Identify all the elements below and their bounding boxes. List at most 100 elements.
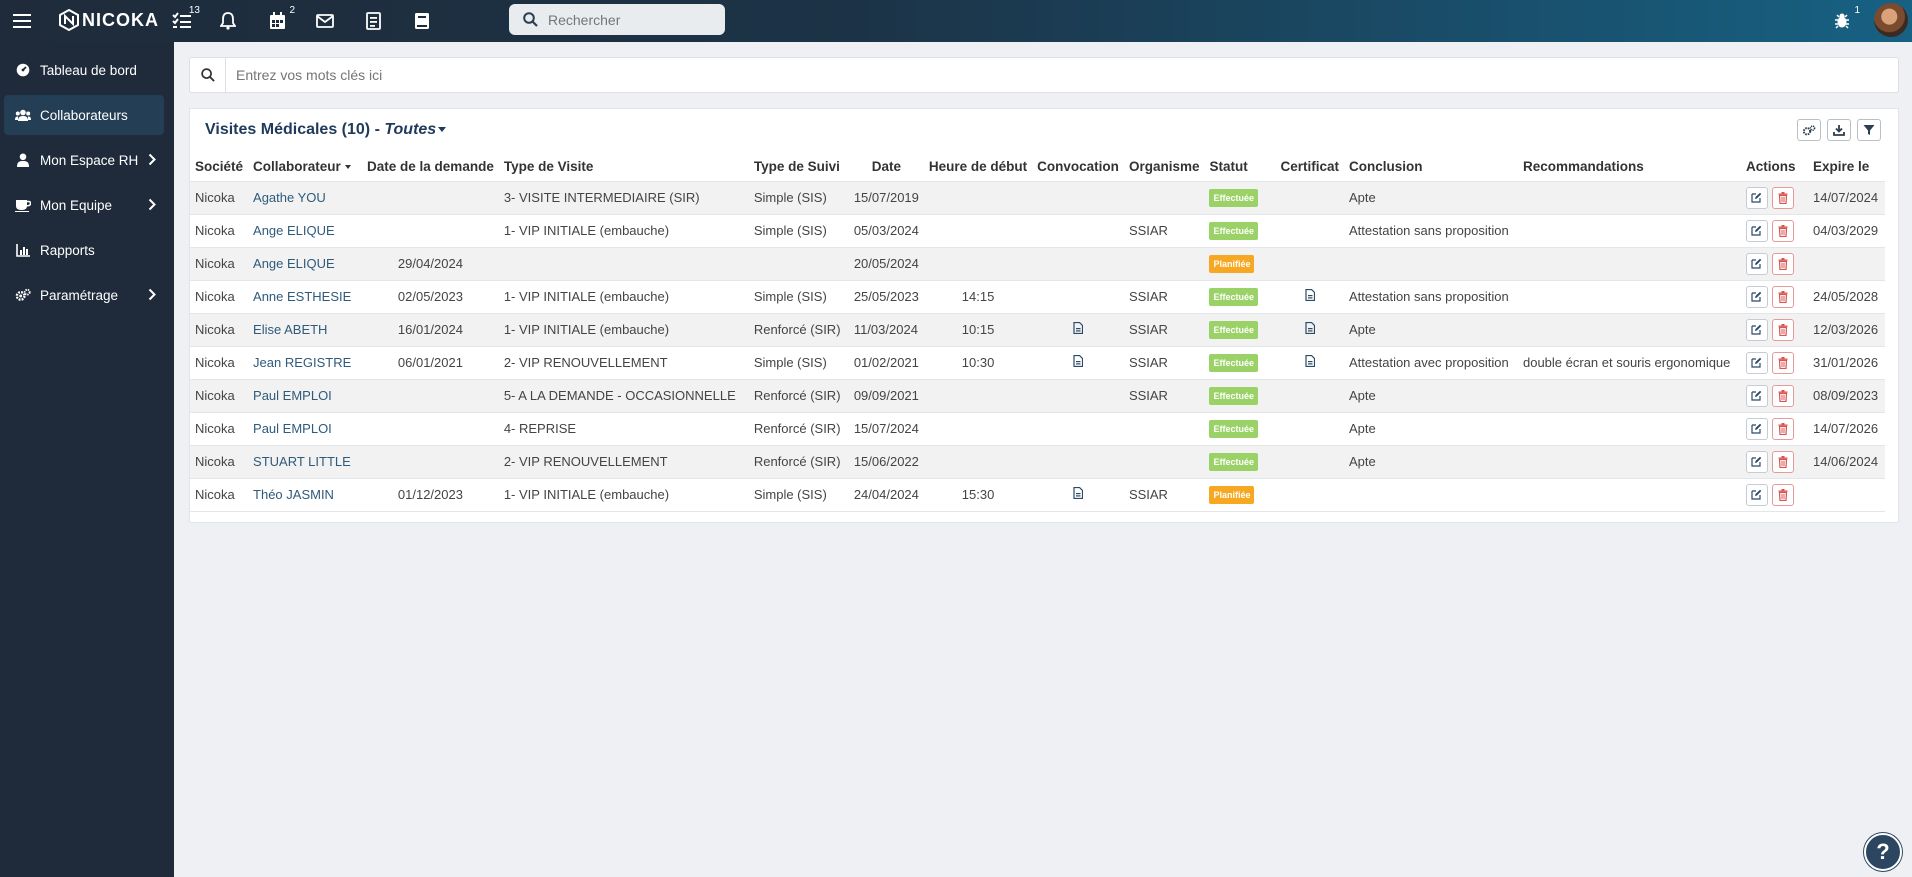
table-row[interactable]: Nicoka Agathe YOU 3- VISITE INTERMEDIAIRE …	[190, 180, 1885, 214]
edit-button[interactable]	[1745, 186, 1768, 209]
cell-collaborateur[interactable]: STUART LITTLE	[248, 444, 363, 478]
table-row[interactable]: Nicoka STUART LITTLE 2- VIP RENOUVELLEMENT…	[190, 444, 1885, 478]
sidebar-item-dashboard[interactable]: Tableau de bord	[4, 50, 164, 90]
document-icon[interactable]	[1305, 355, 1315, 367]
delete-button[interactable]	[1771, 318, 1794, 341]
edit-button[interactable]	[1745, 252, 1768, 275]
table-row[interactable]: Nicoka Elise ABETH 16/01/2024 1- VIP INITIA…	[190, 312, 1885, 346]
trash-icon	[1778, 191, 1788, 204]
contacts-icon[interactable]	[362, 9, 386, 33]
table-row[interactable]: Nicoka Paul EMPLOI 4- REPRISE Renforcé (SIR…	[190, 411, 1885, 445]
brand-logo[interactable]: NICOKA	[58, 9, 159, 31]
document-icon[interactable]	[1073, 355, 1084, 367]
filter-button[interactable]	[1857, 119, 1881, 141]
mail-icon[interactable]	[313, 9, 337, 33]
cell-date-demande: 02/05/2023	[362, 279, 499, 313]
menu-icon[interactable]	[10, 9, 34, 33]
sidebar-item-mon-equipe[interactable]: Mon Equipe	[4, 185, 164, 225]
col-conclusion[interactable]: Conclusion	[1348, 158, 1423, 174]
cell-collaborateur[interactable]: Anne ESTHESIE	[248, 279, 363, 313]
brand-name: NICOKA	[82, 9, 159, 30]
filter-dropdown[interactable]: Toutes	[384, 121, 437, 138]
edit-button[interactable]	[1745, 417, 1768, 440]
tasks-icon[interactable]: 13	[170, 5, 200, 33]
cell-collaborateur[interactable]: Jean REGISTRE	[248, 345, 363, 379]
delete-button[interactable]	[1771, 219, 1794, 242]
caret-down-icon[interactable]	[438, 127, 447, 133]
edit-button[interactable]	[1745, 219, 1768, 242]
col-type-visite[interactable]: Type de Visite	[503, 158, 594, 174]
edit-button[interactable]	[1745, 318, 1768, 341]
table-row[interactable]: Nicoka Jean REGISTRE 06/01/2021 2- VIP RENO…	[190, 345, 1885, 379]
sidebar-item-rapports[interactable]: Rapports	[4, 230, 164, 270]
col-convocation[interactable]: Convocation	[1037, 158, 1119, 174]
edit-button[interactable]	[1745, 450, 1768, 473]
cell-collaborateur[interactable]: Elise ABETH	[248, 312, 363, 346]
book-icon[interactable]	[410, 9, 434, 33]
delete-button[interactable]	[1771, 483, 1794, 506]
col-collaborateur[interactable]: Collaborateur	[248, 152, 362, 181]
table-row[interactable]: Nicoka Ange ELIQUE 1- VIP INITIALE (embauc…	[190, 213, 1885, 247]
col-statut[interactable]: Statut	[1209, 158, 1248, 174]
col-organisme[interactable]: Organisme	[1128, 158, 1200, 174]
col-certificat[interactable]: Certificat	[1280, 158, 1339, 174]
delete-button[interactable]	[1771, 450, 1794, 473]
cell-heure-debut	[923, 444, 1033, 478]
help-button[interactable]: ?	[1864, 833, 1902, 871]
cell-collaborateur[interactable]: Théo JASMIN	[248, 477, 363, 512]
calendar-icon[interactable]: 2	[265, 5, 295, 33]
cell-collaborateur[interactable]: Ange ELIQUE	[248, 213, 363, 247]
col-recommandations[interactable]: Recommandations	[1522, 158, 1644, 174]
edit-button[interactable]	[1745, 285, 1768, 308]
table-row[interactable]: Nicoka Ange ELIQUE 29/04/2024 20/05/2024 Pla…	[190, 246, 1885, 280]
document-icon[interactable]	[1305, 322, 1315, 334]
delete-button[interactable]	[1771, 252, 1794, 275]
cell-collaborateur[interactable]: Paul EMPLOI	[248, 411, 363, 445]
table-row[interactable]: Nicoka Anne ESTHESIE 02/05/2023 1- VIP INIT…	[190, 279, 1885, 313]
user-avatar[interactable]	[1874, 3, 1908, 37]
delete-button[interactable]	[1771, 417, 1794, 440]
cell-statut: Effectuée	[1204, 411, 1276, 445]
cell-collaborateur[interactable]: Agathe YOU	[248, 180, 363, 214]
document-icon[interactable]	[1305, 289, 1315, 301]
col-date-demande[interactable]: Date de la demande	[367, 158, 494, 174]
delete-button[interactable]	[1771, 285, 1794, 308]
cell-recommandations	[1517, 279, 1741, 313]
keyword-search-input[interactable]	[236, 67, 836, 83]
delete-button[interactable]	[1771, 186, 1794, 209]
bug-icon[interactable]: 1	[1830, 5, 1860, 33]
delete-button[interactable]	[1771, 384, 1794, 407]
delete-button[interactable]	[1771, 351, 1794, 374]
export-button[interactable]	[1827, 119, 1851, 141]
global-search-input[interactable]	[548, 11, 698, 28]
sidebar-item-parametrage[interactable]: Paramétrage	[4, 275, 164, 315]
col-societe[interactable]: Société	[195, 158, 244, 174]
status-badge: Effectuée	[1209, 221, 1258, 240]
status-badge: Planifiée	[1209, 254, 1255, 273]
col-heure-debut[interactable]: Heure de début	[928, 158, 1028, 174]
bell-icon[interactable]	[216, 9, 240, 33]
edit-button[interactable]	[1745, 351, 1768, 374]
sidebar-item-mon-espace-rh[interactable]: Mon Espace RH	[4, 140, 164, 180]
col-expire[interactable]: Expire le	[1812, 158, 1870, 174]
cell-collaborateur[interactable]: Paul EMPLOI	[248, 378, 363, 412]
cell-expire: 14/06/2024	[1807, 444, 1885, 478]
col-type-suivi[interactable]: Type de Suivi	[753, 158, 840, 174]
status-badge: Effectuée	[1209, 320, 1258, 339]
sort-caret-icon	[344, 165, 351, 170]
edit-icon	[1751, 258, 1762, 269]
document-icon[interactable]	[1073, 487, 1084, 499]
column-settings-button[interactable]	[1797, 119, 1821, 141]
edit-button[interactable]	[1745, 483, 1768, 506]
table-row[interactable]: Nicoka Paul EMPLOI 5- A LA DEMANDE - OCCAS…	[190, 378, 1885, 412]
document-icon[interactable]	[1073, 322, 1084, 334]
cell-collaborateur[interactable]: Ange ELIQUE	[248, 246, 363, 280]
cell-actions	[1740, 477, 1808, 512]
cell-statut: Effectuée	[1204, 312, 1276, 346]
edit-button[interactable]	[1745, 384, 1768, 407]
table-row[interactable]: Nicoka Théo JASMIN 01/12/2023 1- VIP INITIA…	[190, 477, 1885, 512]
sidebar-item-collaborateurs[interactable]: Collaborateurs	[4, 95, 164, 135]
keyword-search[interactable]	[189, 57, 1899, 93]
col-date[interactable]: Date	[871, 158, 901, 174]
global-search[interactable]	[509, 4, 725, 35]
